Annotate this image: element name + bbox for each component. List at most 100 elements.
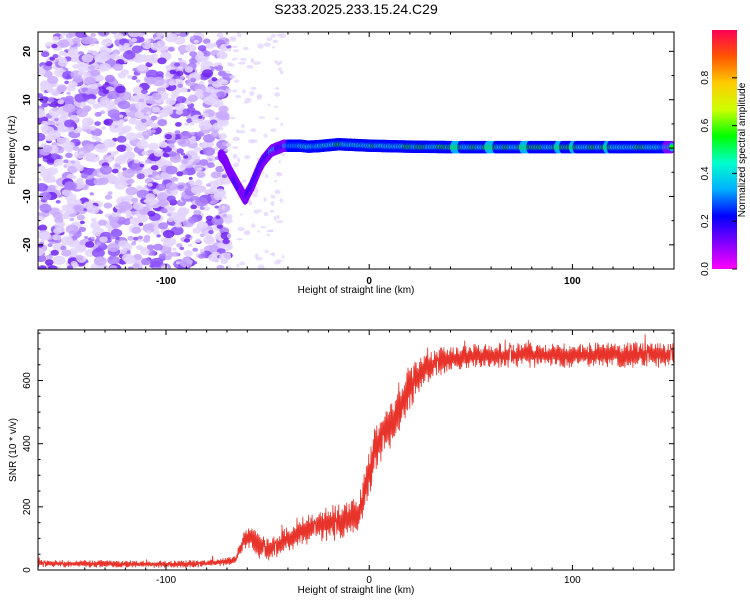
noise-speck xyxy=(77,70,85,76)
noise-speck xyxy=(279,70,284,75)
noise-speck xyxy=(137,235,143,240)
noise-speck xyxy=(162,229,175,239)
noise-speck xyxy=(87,49,93,54)
noise-speck xyxy=(86,205,100,215)
noise-speck xyxy=(145,100,151,104)
noise-speck xyxy=(158,141,168,148)
noise-speck xyxy=(83,107,90,113)
noise-speck xyxy=(65,224,79,234)
snr-xlabel: Height of straight line (km) xyxy=(298,585,415,596)
noise-speck xyxy=(107,175,120,185)
noise-speck xyxy=(178,57,183,61)
noise-speck xyxy=(153,149,163,157)
noise-speck xyxy=(190,204,197,210)
noise-speck xyxy=(63,159,69,164)
noise-speck xyxy=(202,38,211,44)
noise-speck xyxy=(179,246,185,251)
noise-speck xyxy=(112,225,118,230)
noise-speck xyxy=(38,202,42,207)
noise-speck xyxy=(228,116,236,120)
noise-speck xyxy=(38,248,45,256)
noise-speck xyxy=(142,42,153,50)
noise-speck xyxy=(274,92,281,97)
noise-speck xyxy=(240,213,243,216)
noise-speck xyxy=(71,57,78,63)
noise-speck xyxy=(164,133,172,140)
noise-speck xyxy=(38,231,52,241)
noise-speck xyxy=(250,86,257,91)
noise-speck xyxy=(58,59,68,67)
noise-speck xyxy=(136,133,143,138)
noise-speck xyxy=(140,248,150,256)
noise-speck xyxy=(45,61,53,67)
noise-speck xyxy=(133,159,140,164)
noise-speck xyxy=(248,139,256,144)
noise-speck xyxy=(183,250,193,257)
chart-title: S233.2025.233.15.24.C29 xyxy=(274,1,438,17)
noise-speck xyxy=(176,96,187,104)
noise-speck xyxy=(227,62,233,66)
noise-speck xyxy=(107,191,113,195)
noise-speck xyxy=(218,133,227,140)
noise-speck xyxy=(236,32,242,38)
noise-speck xyxy=(90,32,96,37)
noise-speck xyxy=(160,265,169,269)
noise-speck xyxy=(281,153,285,157)
noise-speck xyxy=(107,152,112,156)
noise-speck xyxy=(226,213,233,219)
noise-speck xyxy=(124,255,136,264)
noise-speck xyxy=(94,111,102,117)
noise-speck xyxy=(43,209,50,214)
noise-scatter xyxy=(38,32,287,269)
noise-speck xyxy=(277,67,282,72)
noise-speck xyxy=(257,61,261,64)
noise-speck xyxy=(41,51,50,58)
noise-speck xyxy=(127,235,134,241)
noise-speck xyxy=(74,244,86,253)
noise-speck xyxy=(232,136,240,142)
noise-speck xyxy=(133,236,139,241)
noise-speck xyxy=(165,165,178,175)
noise-speck xyxy=(136,140,149,150)
noise-speck xyxy=(274,180,278,183)
noise-speck xyxy=(223,148,231,152)
noise-speck xyxy=(59,35,65,39)
noise-speck xyxy=(194,88,204,95)
noise-speck xyxy=(238,61,246,65)
noise-speck xyxy=(235,95,242,98)
noise-speck xyxy=(84,93,93,100)
noise-speck xyxy=(278,160,282,164)
noise-speck xyxy=(67,265,73,269)
noise-speck xyxy=(87,98,96,105)
noise-speck xyxy=(38,265,47,269)
noise-speck xyxy=(117,154,127,162)
noise-speck xyxy=(60,32,68,36)
noise-speck xyxy=(205,183,211,187)
noise-speck xyxy=(267,103,271,107)
noise-speck xyxy=(199,206,205,210)
noise-speck xyxy=(196,180,203,186)
noise-speck xyxy=(271,46,276,49)
noise-speck xyxy=(141,130,152,138)
noise-speck xyxy=(157,199,169,207)
noise-speck xyxy=(221,190,226,195)
noise-speck xyxy=(47,158,55,163)
noise-speck xyxy=(154,160,163,166)
noise-speck xyxy=(206,162,215,169)
noise-speck xyxy=(248,200,253,206)
noise-speck xyxy=(38,212,42,216)
noise-speck xyxy=(46,45,51,49)
noise-speck xyxy=(160,208,168,214)
noise-speck xyxy=(124,116,129,120)
spectrogram-frame xyxy=(37,31,675,270)
noise-speck xyxy=(250,58,255,63)
noise-speck xyxy=(110,53,119,60)
noise-speck xyxy=(72,146,80,151)
noise-speck xyxy=(125,186,138,196)
noise-speck xyxy=(208,230,214,234)
noise-speck xyxy=(116,135,127,143)
noise-speck xyxy=(137,214,149,223)
noise-speck xyxy=(234,79,240,83)
noise-speck xyxy=(84,236,89,239)
